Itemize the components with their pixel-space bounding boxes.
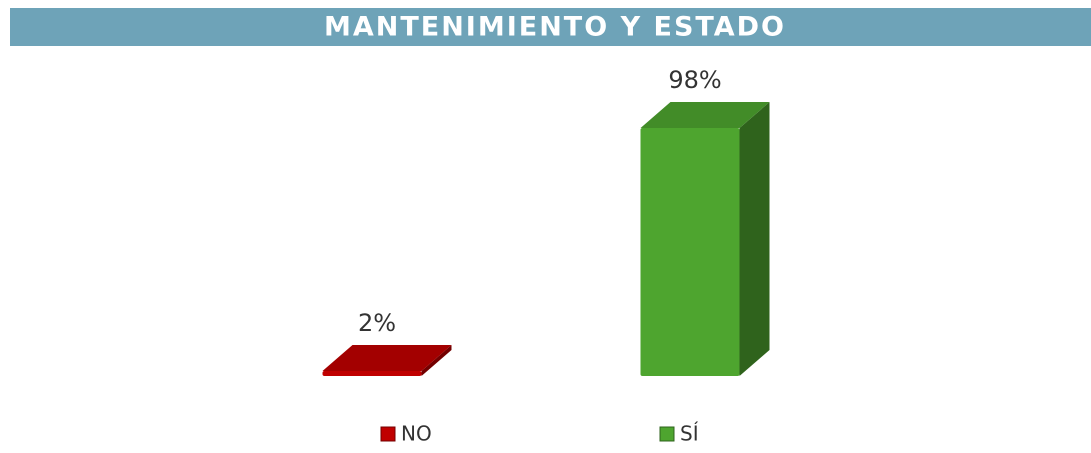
- legend-swatch: [380, 426, 396, 442]
- legend-swatch: [659, 426, 675, 442]
- value-label: 98%: [668, 66, 721, 94]
- chart-title: MANTENIMIENTO Y ESTADO: [324, 12, 786, 43]
- bar: [640, 128, 740, 376]
- value-label: 2%: [358, 309, 396, 337]
- title-banner: [10, 8, 1091, 46]
- bar-top: [322, 344, 452, 371]
- bar-side: [739, 102, 770, 376]
- bar-side: [421, 344, 452, 376]
- bar: [322, 370, 422, 376]
- legend-label: NO: [401, 422, 432, 446]
- bar-top: [640, 102, 770, 129]
- legend-label: SÍ: [680, 422, 699, 446]
